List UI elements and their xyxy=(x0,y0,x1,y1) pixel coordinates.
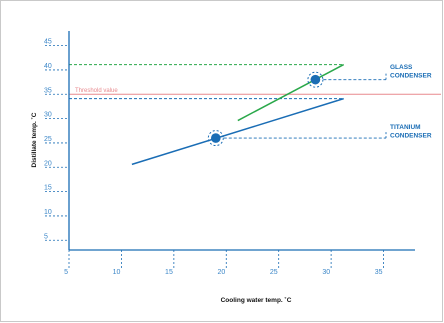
highlight-points-layer xyxy=(207,71,387,147)
reference-lines-layer xyxy=(69,64,441,100)
y-tick-label-25: 25 xyxy=(44,136,52,143)
y-tick-label-5: 5 xyxy=(44,233,48,240)
x-axis-title: Cooling water temp. ˚C xyxy=(221,296,292,304)
series-line-0 xyxy=(131,97,344,166)
x-tick-label-5: 5 xyxy=(64,269,68,276)
x-tick-label-35: 35 xyxy=(375,269,383,276)
point-halo-1 xyxy=(307,71,324,88)
series-lines-layer xyxy=(131,63,345,166)
titanium-condenser-label: TITANIUM CONDENSER xyxy=(390,124,432,140)
y-tick-label-20: 20 xyxy=(44,160,52,167)
x-tick-label-10: 10 xyxy=(113,269,121,276)
y-tick-label-10: 10 xyxy=(44,209,52,216)
y-tick-label-35: 35 xyxy=(44,87,52,94)
x-tick-label-15: 15 xyxy=(165,269,173,276)
x-tick-label-25: 25 xyxy=(270,269,278,276)
y-tick-label-40: 40 xyxy=(44,63,52,70)
point-halo-0 xyxy=(207,130,224,147)
threshold-label: Threshold value xyxy=(75,88,118,94)
data-point-0 xyxy=(210,133,221,143)
y-tick-label-30: 30 xyxy=(44,112,52,119)
x-tick-label-20: 20 xyxy=(217,269,225,276)
x-tick-label-30: 30 xyxy=(322,269,330,276)
ticks-layer: 5 10 15 20 25 30 35 40 45 5 10 15 20 25 30 35 xyxy=(44,39,384,276)
data-point-1 xyxy=(310,74,321,85)
y-axis-title: Distillate temp. ˚C xyxy=(30,112,38,167)
y-tick-label-15: 15 xyxy=(44,185,52,192)
glass-condenser-label: GLASS CONDENSER xyxy=(390,64,432,80)
y-tick-label-45: 45 xyxy=(44,39,52,46)
series-line-1 xyxy=(237,63,345,122)
